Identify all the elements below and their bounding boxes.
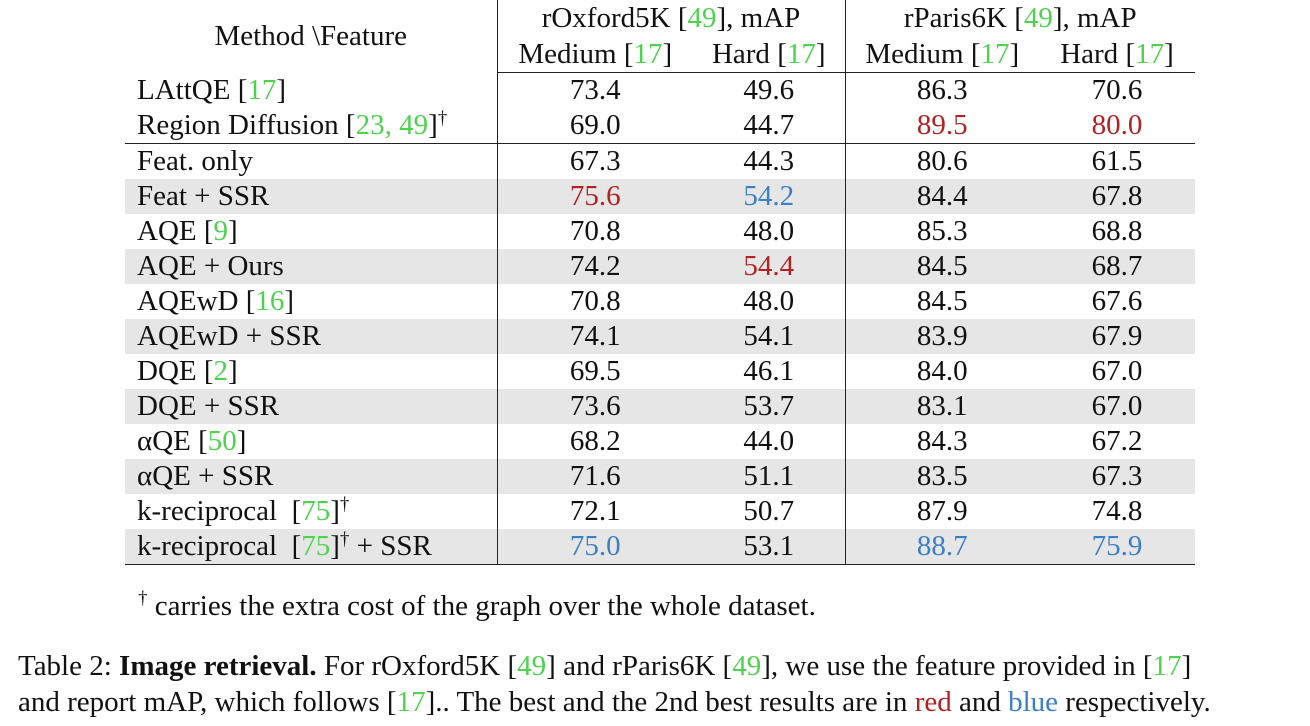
value-cell: 86.3 <box>916 74 968 106</box>
subheader-roxford-medium: Medium [17] <box>497 36 693 73</box>
value-cell: 68.8 <box>1091 215 1143 247</box>
value-cell: 74.2 <box>497 249 693 284</box>
value-cell: 67.2 <box>1091 425 1143 457</box>
value-cell: 44.7 <box>693 108 846 144</box>
subheader-roxford-hard: Hard [17] <box>693 36 846 73</box>
value-cell-second: 54.2 <box>693 179 846 214</box>
value-cell: 83.5 <box>845 459 1039 494</box>
method-cell: Feat. only <box>125 143 498 179</box>
table-row: Feat. only 67.3 44.3 80.6 61.5 <box>125 143 1195 179</box>
value-cell: 67.0 <box>1091 355 1143 387</box>
value-cell: 84.3 <box>916 425 968 457</box>
method-cell: AQE + Ours <box>125 249 498 284</box>
method-cell: AQEwD + SSR <box>125 319 498 354</box>
group-header-roxford: rOxford5K [49], mAP <box>497 0 846 36</box>
value-cell: 67.3 <box>569 145 621 177</box>
method-cell: AQEwD [16] <box>125 284 498 319</box>
value-cell: 67.9 <box>1039 319 1195 354</box>
value-cell-second: 88.7 <box>845 529 1039 565</box>
value-cell-best: 54.4 <box>693 249 846 284</box>
method-cell: DQE + SSR <box>125 389 498 424</box>
value-cell: 50.7 <box>693 494 846 529</box>
value-cell: 68.7 <box>1039 249 1195 284</box>
value-cell: 84.4 <box>845 179 1039 214</box>
value-cell: 53.7 <box>693 389 846 424</box>
value-cell: 48.0 <box>693 214 846 249</box>
table-caption: Table 2: Image retrieval. For rOxford5K … <box>18 648 1298 720</box>
method-cell: αQE [50] <box>125 424 498 459</box>
method-cell: Feat + SSR <box>125 179 498 214</box>
table-row: Feat + SSR 75.6 54.2 84.4 67.8 <box>125 179 1195 214</box>
subheader-rparis-hard: Hard [17] <box>1039 36 1195 73</box>
value-cell: 67.0 <box>1039 389 1195 424</box>
value-cell: 71.6 <box>497 459 693 494</box>
method-cell: k-reciprocal [75]† + SSR <box>125 529 498 565</box>
value-cell: 74.8 <box>1091 495 1143 527</box>
method-cell: AQE [9] <box>125 214 498 249</box>
value-cell: 67.6 <box>1091 285 1143 317</box>
table-row: αQE [50] 68.2 44.0 84.3 67.2 <box>125 424 1195 459</box>
value-cell: 70.6 <box>1091 74 1143 106</box>
value-cell-best: 75.6 <box>497 179 693 214</box>
table-row: DQE [2] 69.5 46.1 84.0 67.0 <box>125 354 1195 389</box>
caption-line-2: and report mAP, which follows [17].. The… <box>18 686 1211 718</box>
value-cell: 44.3 <box>693 143 846 179</box>
table-row: αQE + SSR 71.6 51.1 83.5 67.3 <box>125 459 1195 494</box>
value-cell: 67.3 <box>1039 459 1195 494</box>
results-table: Method \Feature rOxford5K [49], mAP rPar… <box>125 0 1195 565</box>
value-cell: 84.5 <box>916 285 968 317</box>
table-row: k-reciprocal [75]† + SSR 75.0 53.1 88.7 … <box>125 529 1195 565</box>
value-cell: 85.3 <box>916 215 968 247</box>
value-cell: 70.8 <box>569 285 621 317</box>
value-cell: 49.6 <box>693 72 846 108</box>
table-row: AQE [9] 70.8 48.0 85.3 68.8 <box>125 214 1195 249</box>
value-cell: 69.0 <box>497 108 693 144</box>
value-cell: 51.1 <box>693 459 846 494</box>
value-cell: 46.1 <box>693 354 846 389</box>
value-cell: 73.4 <box>569 74 621 106</box>
value-cell: 48.0 <box>693 284 846 319</box>
value-cell: 73.6 <box>497 389 693 424</box>
subheader-rparis-medium: Medium [17] <box>845 36 1039 73</box>
value-cell: 70.8 <box>569 215 621 247</box>
table-row: LAttQE [17] 73.4 49.6 86.3 70.6 <box>125 72 1195 108</box>
corner-header: Method \Feature <box>125 0 498 73</box>
value-cell: 87.9 <box>916 495 968 527</box>
value-cell: 84.5 <box>845 249 1039 284</box>
method-cell: Region Diffusion [23, 49]† <box>125 108 498 144</box>
table-row: k-reciprocal [75]† 72.1 50.7 87.9 74.8 <box>125 494 1195 529</box>
value-cell: 44.0 <box>693 424 846 459</box>
method-cell: DQE [2] <box>125 354 498 389</box>
method-cell: k-reciprocal [75]† <box>125 494 498 529</box>
value-cell: 54.1 <box>693 319 846 354</box>
value-cell-second: 75.0 <box>497 529 693 565</box>
value-cell: 61.5 <box>1091 145 1143 177</box>
value-cell: 84.0 <box>916 355 968 387</box>
group-header-rparis: rParis6K [49], mAP <box>903 1 1137 34</box>
method-cell: LAttQE [17] <box>125 72 498 108</box>
table-row: AQE + Ours 74.2 54.4 84.5 68.7 <box>125 249 1195 284</box>
value-cell-second: 75.9 <box>1039 529 1195 565</box>
value-cell: 72.1 <box>569 495 621 527</box>
caption-line-1: Table 2: Image retrieval. For rOxford5K … <box>18 650 1192 682</box>
table-row: DQE + SSR 73.6 53.7 83.1 67.0 <box>125 389 1195 424</box>
table-row: AQEwD + SSR 74.1 54.1 83.9 67.9 <box>125 319 1195 354</box>
value-cell: 69.5 <box>569 355 621 387</box>
value-cell: 68.2 <box>569 425 621 457</box>
value-cell-best: 80.0 <box>1039 108 1195 144</box>
value-cell: 83.1 <box>845 389 1039 424</box>
value-cell: 83.9 <box>845 319 1039 354</box>
table-footnote: † carries the extra cost of the graph ov… <box>138 588 816 622</box>
value-cell: 74.1 <box>497 319 693 354</box>
method-cell: αQE + SSR <box>125 459 498 494</box>
value-cell: 53.1 <box>693 529 846 565</box>
value-cell: 67.8 <box>1039 179 1195 214</box>
value-cell: 80.6 <box>916 145 968 177</box>
value-cell-best: 89.5 <box>845 108 1039 144</box>
table-row: Region Diffusion [23, 49]† 69.0 44.7 89.… <box>125 108 1195 144</box>
table-row: AQEwD [16] 70.8 48.0 84.5 67.6 <box>125 284 1195 319</box>
